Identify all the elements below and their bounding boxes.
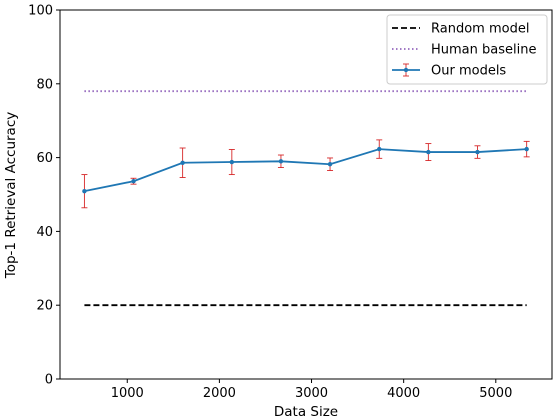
data-point — [475, 149, 480, 155]
y-tick-label: 40 — [36, 225, 53, 240]
legend-box — [386, 14, 548, 85]
y-axis-label: Top-1 Retrieval Accuracy — [3, 112, 19, 279]
axis-ticks: 1000 2000 3000 4000 5000 0 20 40 60 80 100 — [28, 4, 512, 402]
series-layer — [81, 90, 530, 307]
y-tick-label: 80 — [36, 77, 53, 92]
data-point — [327, 162, 333, 167]
x-tick-label: 3000 — [295, 386, 328, 401]
data-point — [82, 188, 87, 194]
x-tick-label: 2000 — [203, 386, 236, 401]
x-tick-label: 5000 — [479, 386, 512, 401]
data-point — [229, 159, 235, 165]
data-point — [426, 149, 431, 155]
series-line — [84, 148, 527, 193]
data-point — [131, 179, 136, 184]
data-point — [377, 146, 382, 152]
legend-label: Our models — [431, 64, 506, 79]
legend: Random model Human baseline Our models — [386, 14, 548, 85]
legend-label: Random model — [431, 22, 529, 37]
y-tick-label: 60 — [36, 151, 53, 166]
y-tick-label: 20 — [36, 299, 53, 314]
x-tick-label: 1000 — [111, 386, 144, 401]
y-tick-label: 0 — [45, 373, 53, 388]
x-tick-label: 4000 — [387, 386, 420, 401]
data-point — [180, 160, 185, 165]
legend-marker — [403, 67, 409, 73]
data-point — [524, 146, 529, 152]
plot-frame — [59, 9, 553, 380]
y-tick-label: 100 — [28, 4, 53, 19]
data-point — [278, 159, 284, 164]
legend-label: Human baseline — [431, 43, 536, 58]
x-axis-label: Data Size — [274, 404, 338, 420]
